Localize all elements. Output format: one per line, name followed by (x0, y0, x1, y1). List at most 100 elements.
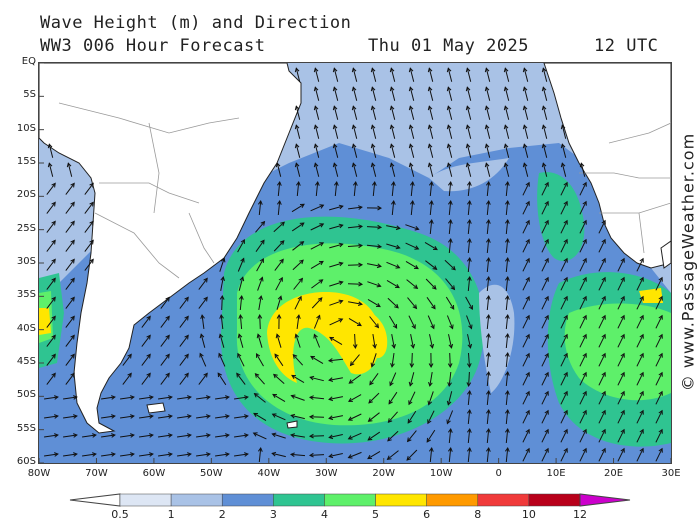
direction-arrow (466, 256, 472, 273)
lat-label: 30S (16, 256, 36, 267)
direction-arrow (485, 408, 491, 425)
direction-arrow (617, 371, 625, 386)
wave-zone-yellow (339, 303, 388, 358)
direction-arrow (504, 237, 510, 254)
direction-arrow (65, 201, 75, 214)
direction-arrow (309, 375, 324, 382)
direction-arrow (560, 276, 568, 291)
direction-arrow (46, 220, 56, 233)
direction-arrow (485, 180, 491, 197)
direction-arrow (372, 334, 377, 349)
direction-arrow (466, 408, 472, 425)
direction-arrow (46, 239, 56, 252)
direction-arrow (179, 296, 189, 309)
direction-arrow (579, 352, 587, 367)
direction-arrow (329, 299, 344, 306)
direction-arrow (386, 225, 401, 231)
direction-arrow (84, 220, 94, 233)
direction-arrow (349, 354, 360, 367)
direction-arrow (237, 352, 245, 367)
wave-map[interactable] (38, 62, 672, 464)
direction-arrow (332, 86, 339, 101)
direction-arrow (504, 389, 510, 406)
direction-arrow (65, 353, 75, 366)
direction-arrow (329, 242, 344, 249)
colorbar-max-arrow (579, 493, 631, 507)
direction-arrow (485, 275, 491, 292)
direction-arrow (253, 412, 267, 422)
direction-arrow (369, 316, 380, 329)
direction-arrow (466, 218, 472, 235)
direction-arrow (522, 428, 530, 443)
direction-arrow (368, 392, 380, 404)
direction-arrow (310, 242, 325, 250)
direction-arrow (466, 199, 472, 216)
colorbar-tick-label: 2 (218, 508, 226, 521)
direction-arrow (408, 372, 415, 387)
direction-arrow (46, 353, 56, 366)
direction-arrow (219, 257, 226, 272)
direction-arrow (352, 180, 358, 197)
direction-arrow (234, 395, 249, 400)
direction-arrow (541, 276, 549, 291)
direction-arrow (313, 67, 320, 82)
direction-arrow (271, 413, 286, 421)
falklands (146, 402, 166, 414)
lat-label: 60S (16, 456, 36, 467)
direction-arrow (293, 277, 304, 290)
direction-arrow (333, 180, 339, 197)
direction-arrow (636, 276, 644, 291)
direction-arrow (366, 224, 383, 230)
direction-arrow (351, 162, 358, 177)
direction-arrow (541, 257, 549, 272)
direction-arrow (522, 124, 529, 139)
direction-arrow (579, 276, 587, 291)
direction-arrow (101, 452, 116, 457)
lat-label: EQ (21, 56, 36, 67)
direction-arrow (447, 237, 453, 254)
direction-arrow (158, 414, 173, 419)
colorbar-segment (477, 493, 530, 507)
direction-arrow (367, 298, 381, 308)
lon-label: 30E (661, 468, 681, 479)
direction-arrow (276, 180, 282, 197)
direction-arrow (465, 67, 472, 82)
direction-arrow (217, 372, 227, 386)
direction-arrow (387, 297, 399, 309)
direction-arrow (179, 315, 189, 328)
direction-arrow (386, 261, 401, 269)
direction-arrow (329, 261, 344, 268)
direction-arrow (177, 395, 192, 400)
direction-arrow (636, 333, 644, 348)
direction-arrow (215, 414, 230, 419)
lon-label: 70W (85, 468, 108, 479)
direction-arrow (122, 372, 132, 385)
direction-arrow (424, 241, 438, 251)
direction-arrow (466, 275, 472, 292)
wave-zone-light (429, 158, 509, 192)
direction-arrow (579, 447, 587, 462)
lat-label: 20S (16, 189, 36, 201)
direction-arrow (46, 258, 56, 271)
direction-arrow (327, 358, 344, 363)
direction-arrow (503, 124, 510, 139)
direction-arrow (466, 237, 472, 254)
direction-arrow (236, 372, 246, 385)
direction-arrow (347, 224, 364, 230)
direction-arrow (310, 223, 325, 231)
direction-arrow (367, 450, 381, 460)
direction-arrow (636, 390, 644, 405)
direction-arrow (46, 201, 56, 214)
direction-arrow (237, 239, 245, 253)
direction-arrow (366, 205, 383, 211)
direction-arrow (484, 124, 491, 139)
direction-arrow (332, 105, 339, 120)
direction-arrow (636, 428, 644, 443)
direction-arrow (405, 242, 420, 250)
direction-arrow (370, 67, 377, 82)
direction-arrow (560, 219, 568, 234)
direction-arrow (560, 390, 568, 405)
direction-arrow (446, 105, 453, 120)
direction-arrow (446, 86, 453, 101)
direction-arrow (139, 452, 154, 457)
